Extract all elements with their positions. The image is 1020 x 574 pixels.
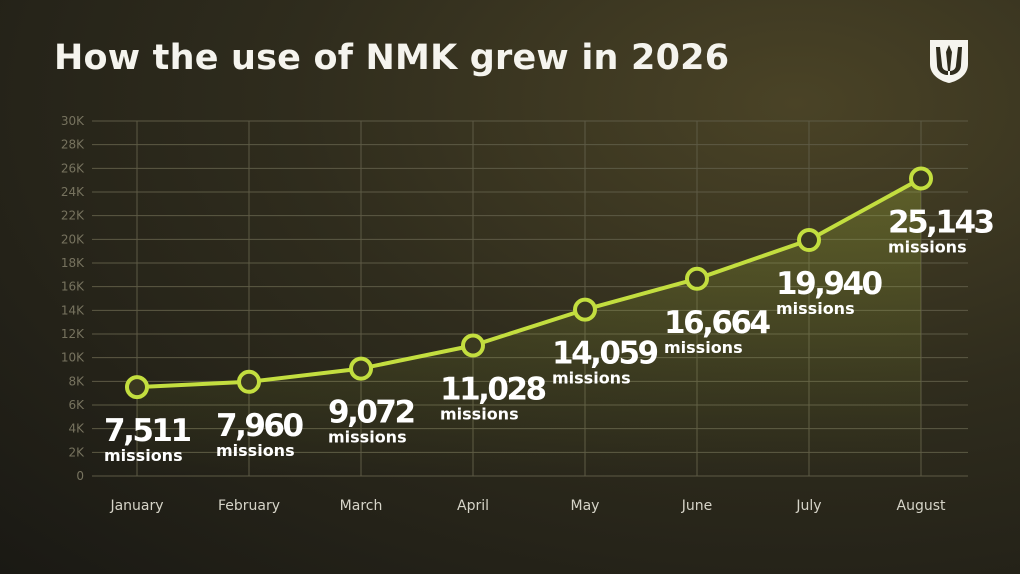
y-tick-label: 16K xyxy=(61,280,85,294)
x-tick-label: February xyxy=(218,498,280,514)
data-label-unit: missions xyxy=(440,405,519,424)
y-tick-label: 24K xyxy=(61,185,85,199)
x-tick-label: March xyxy=(340,498,383,514)
y-tick-label: 28K xyxy=(61,138,85,152)
y-tick-label: 26K xyxy=(61,161,85,175)
data-label-value: 14,059 xyxy=(552,336,658,372)
data-label-value: 25,143 xyxy=(888,204,994,240)
x-tick-label: January xyxy=(109,498,163,514)
data-label-unit: missions xyxy=(888,237,967,256)
data-label-unit: missions xyxy=(552,369,631,388)
series-line xyxy=(136,176,922,390)
trident-shield-icon xyxy=(930,40,968,83)
chart-title: How the use of NMK grew in 2026 xyxy=(54,38,730,78)
x-tick-label: August xyxy=(897,498,947,514)
data-point xyxy=(685,266,709,291)
y-tick-label: 8K xyxy=(68,374,85,388)
y-tick-label: 4K xyxy=(68,422,85,436)
series-line xyxy=(136,176,922,390)
data-label-value: 7,960 xyxy=(216,408,303,444)
y-tick-label: 30K xyxy=(61,114,85,128)
data-label-value: 19,940 xyxy=(776,266,883,302)
x-tick-label: July xyxy=(795,498,821,514)
data-point xyxy=(125,375,149,400)
y-tick-label: 14K xyxy=(61,303,85,317)
x-axis: January February March April May June July Augu… xyxy=(109,498,946,514)
data-point xyxy=(909,166,933,191)
y-tick-label: 2K xyxy=(68,445,85,459)
area-fill xyxy=(137,178,921,476)
data-point xyxy=(797,228,821,253)
y-tick-label: 20K xyxy=(61,232,85,246)
data-point xyxy=(349,356,373,381)
x-tick-label: May xyxy=(571,498,600,514)
y-tick-label: 10K xyxy=(61,351,85,365)
y-tick-label: 18K xyxy=(61,256,85,270)
data-label-unit: missions xyxy=(216,441,295,460)
y-tick-label: 0 xyxy=(76,469,84,483)
y-tick-label: 6K xyxy=(68,398,85,412)
y-tick-label: 12K xyxy=(61,327,85,341)
data-point xyxy=(237,369,261,394)
data-label-unit: missions xyxy=(104,446,183,465)
y-axis: 0 2K 4K 6K 8K 10K 12K 14K 16K 18K 20K 22K 24K 26K 28K 3… xyxy=(61,114,85,483)
data-label-unit: missions xyxy=(328,428,407,447)
data-labels: 7,511missions7,960missions9,072missions1… xyxy=(104,204,996,465)
data-point xyxy=(573,297,597,322)
y-tick-label: 22K xyxy=(61,209,85,223)
data-label-value: 7,511 xyxy=(104,413,190,449)
data-label-value: 11,028 xyxy=(440,372,546,408)
data-label-value: 9,072 xyxy=(328,395,414,431)
data-points xyxy=(125,166,933,400)
data-label-unit: missions xyxy=(776,299,855,318)
data-point xyxy=(461,333,485,358)
data-label-value: 16,664 xyxy=(664,305,771,341)
x-tick-label: June xyxy=(681,498,713,514)
data-label-unit: missions xyxy=(664,338,743,357)
area-fill xyxy=(137,178,921,476)
x-tick-label: April xyxy=(457,498,489,514)
